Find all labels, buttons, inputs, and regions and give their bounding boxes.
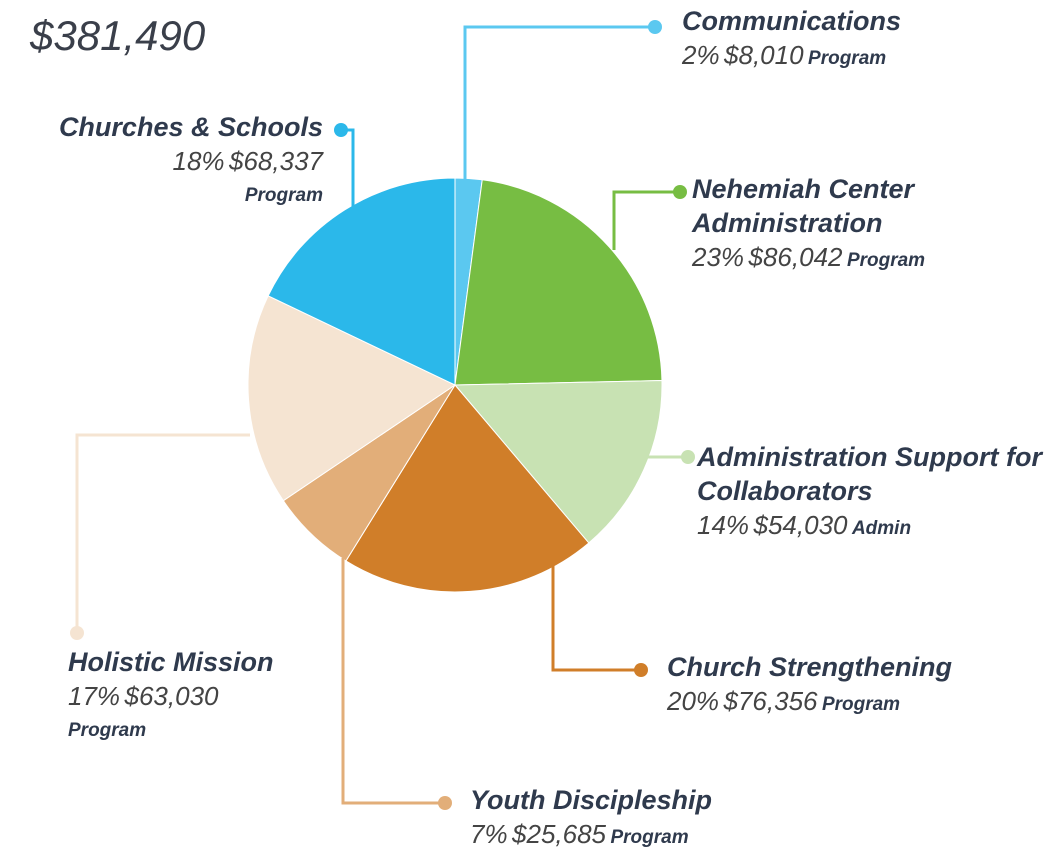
percent-label: 17% <box>68 681 121 711</box>
leader-dot <box>648 20 662 34</box>
percent-label: 23% <box>692 242 745 272</box>
percent-label: 20% <box>667 686 720 716</box>
leader-dot <box>634 663 648 677</box>
kind-label: Program <box>244 185 323 206</box>
leader-dot <box>438 796 452 810</box>
value-label: $68,337 <box>229 146 323 176</box>
value-label: $86,042 <box>748 242 843 272</box>
leader-line <box>75 433 250 633</box>
category-name: Communications <box>682 6 902 36</box>
value-label: $54,030 <box>753 510 848 540</box>
value-label: $76,356 <box>723 686 818 716</box>
slice-label: Churches & Schools 18% $68,337 Program <box>3 110 323 209</box>
percent-label: 18% <box>172 146 225 176</box>
category-name: Nehemiah Center Administration <box>692 174 915 238</box>
leader-line <box>463 25 655 180</box>
pie-slice <box>453 379 663 544</box>
pie-slice <box>267 177 456 386</box>
value-label: $63,030 <box>124 681 219 711</box>
slice-label: Nehemiah Center Administration 23% $86,04… <box>692 172 992 279</box>
slice-label: Administration Support for Collaborators… <box>697 440 1059 547</box>
kind-label: Program <box>68 720 147 741</box>
percent-label: 7% <box>470 819 508 849</box>
percent-label: 14% <box>697 510 750 540</box>
slice-label: Church Strengthening 20% $76,356 Program <box>667 650 1027 723</box>
category-name: Youth Discipleship <box>470 785 713 815</box>
pie-slice <box>454 179 663 386</box>
pie-slice <box>247 295 457 502</box>
leader-dot <box>334 123 348 137</box>
value-label: $8,010 <box>724 40 804 70</box>
category-name: Holistic Mission <box>68 647 274 677</box>
leader-dot <box>673 185 687 199</box>
kind-label: Program <box>610 827 689 848</box>
leader-dot <box>681 450 695 464</box>
category-name: Administration Support for Collaborators <box>697 442 1042 506</box>
category-name: Churches & Schools <box>58 112 323 142</box>
kind-label: Program <box>808 48 887 69</box>
percent-label: 2% <box>682 40 720 70</box>
kind-label: Program <box>846 250 926 271</box>
total: $381,490 <box>30 12 206 59</box>
slice-label: Youth Discipleship 7% $25,685 Program <box>470 783 830 856</box>
category-name: Church Strengthening <box>667 652 952 682</box>
pie-slice <box>345 384 590 593</box>
leader-dot <box>70 626 84 640</box>
leader-line <box>551 565 641 672</box>
slice-label: Communications 2% $8,010 Program <box>682 4 1012 77</box>
value-label: $25,685 <box>512 819 607 849</box>
leader-line <box>612 190 680 250</box>
kind-label: Admin <box>851 518 912 539</box>
leader-line <box>341 558 445 805</box>
kind-label: Program <box>821 694 901 715</box>
slice-label: Holistic Mission 17% $63,030 Program <box>68 645 328 744</box>
